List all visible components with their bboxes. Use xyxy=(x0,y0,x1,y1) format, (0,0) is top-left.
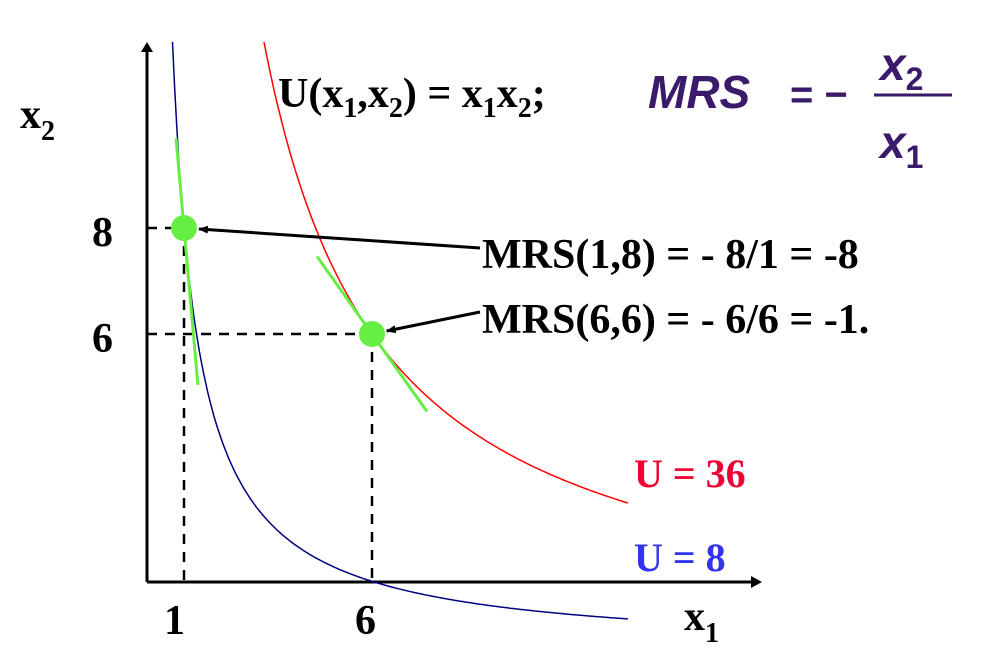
indifference-curve-u8 xyxy=(171,41,629,620)
mrs-formula-equals: = − xyxy=(790,73,848,117)
x-tick-label-1: 1 xyxy=(164,598,185,644)
mrs-label-1-8: MRS(1,8) = - 8/1 = -8 xyxy=(482,232,859,278)
arrow-to-point-1-8 xyxy=(197,225,481,250)
point-6-6 xyxy=(359,321,385,347)
tangent-line-1-8 xyxy=(174,138,200,386)
utility-function: U(x1,x2) = x1x2; xyxy=(278,71,546,124)
x-axis-arrow xyxy=(751,576,762,588)
arrow-to-point-6-6 xyxy=(385,310,481,334)
x-tick-label-6: 6 xyxy=(355,598,376,644)
y-axis-arrow xyxy=(141,42,153,52)
indifference-curve-u36 xyxy=(263,41,629,504)
curve-label-u8: U = 8 xyxy=(634,535,726,580)
point-1-8 xyxy=(171,215,197,241)
mrs-formula-label: MRS xyxy=(648,66,751,118)
x-axis-label: x1 xyxy=(684,594,719,649)
y-tick-label-8: 8 xyxy=(92,210,113,256)
mrs-formula-numerator: x2 xyxy=(877,38,923,97)
y-tick-label-6: 6 xyxy=(92,316,113,362)
y-axis-label: x2 xyxy=(20,92,55,147)
mrs-formula: MRS = − x2 x1 xyxy=(648,38,952,175)
mrs-formula-denominator: x1 xyxy=(877,116,923,175)
curve-label-u36: U = 36 xyxy=(634,451,746,496)
mrs-label-6-6: MRS(6,6) = - 6/6 = -1. xyxy=(482,297,869,343)
